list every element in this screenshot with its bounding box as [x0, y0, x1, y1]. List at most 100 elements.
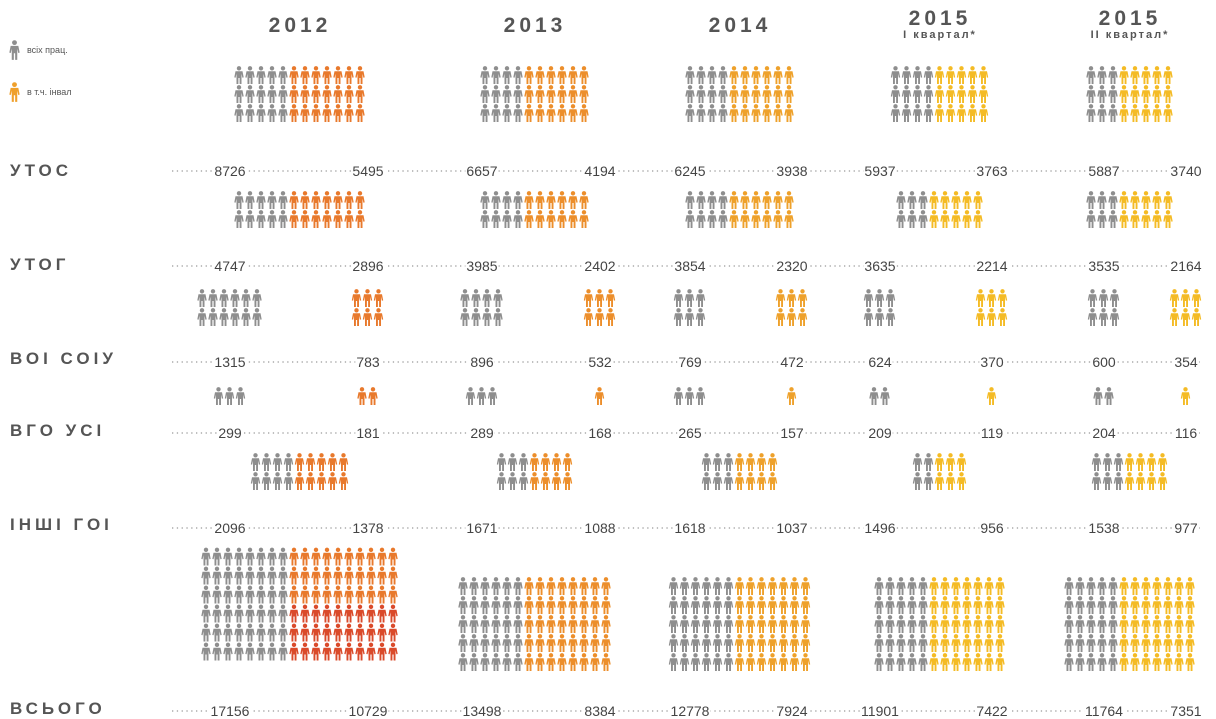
row-name: ВСЬОГО — [10, 699, 106, 718]
label-bg — [213, 258, 247, 272]
icon — [684, 387, 695, 405]
icon — [1130, 191, 1140, 209]
icon — [322, 66, 332, 84]
icon — [707, 191, 717, 209]
icon — [513, 596, 523, 614]
icon — [491, 191, 501, 209]
icon — [234, 85, 244, 103]
staff-icons — [685, 66, 728, 122]
icon — [1119, 577, 1129, 595]
icon — [469, 596, 479, 614]
icon — [278, 604, 288, 623]
icon — [773, 104, 783, 122]
icon — [535, 634, 545, 652]
icon — [366, 604, 376, 623]
icon — [1075, 596, 1085, 614]
icon — [712, 472, 723, 490]
icon — [1135, 453, 1146, 471]
icon — [388, 585, 398, 604]
staff-icons — [1091, 453, 1124, 490]
icon — [300, 104, 310, 122]
icon — [978, 66, 989, 84]
icon — [568, 596, 578, 614]
icon — [245, 210, 255, 228]
icon — [885, 653, 895, 671]
icon — [322, 210, 332, 228]
icon — [590, 577, 600, 595]
icon — [366, 642, 376, 661]
icon — [723, 453, 734, 471]
icon — [778, 596, 789, 614]
icon — [718, 104, 728, 122]
icon — [491, 596, 501, 614]
icon — [234, 66, 244, 84]
icon — [601, 615, 611, 633]
icon — [1086, 596, 1096, 614]
icon — [986, 387, 997, 405]
icon — [1119, 104, 1129, 122]
icon — [923, 85, 934, 103]
icon — [524, 104, 534, 122]
icon — [491, 210, 501, 228]
icon — [1185, 615, 1195, 633]
disabled-icons — [351, 289, 384, 326]
label-bg — [669, 703, 711, 717]
icon — [1086, 653, 1096, 671]
icon — [252, 289, 262, 307]
icon — [278, 585, 288, 604]
icon — [901, 85, 912, 103]
icon — [767, 453, 778, 471]
icon — [1119, 210, 1129, 228]
icon — [740, 191, 750, 209]
icon — [986, 289, 997, 307]
icon — [458, 634, 468, 652]
icon — [778, 577, 789, 595]
icon — [594, 387, 605, 405]
disabled-icons — [729, 66, 794, 122]
label-bg — [975, 163, 1009, 177]
icon — [778, 653, 789, 671]
icon — [513, 210, 523, 228]
label-bg — [469, 425, 495, 439]
disabled-icons — [1124, 453, 1168, 490]
label-bg — [583, 520, 617, 534]
column-year: 2015 — [909, 7, 972, 30]
icon — [201, 585, 211, 604]
icon — [973, 210, 983, 228]
icon — [458, 615, 468, 633]
icon — [197, 308, 207, 326]
label-bg — [583, 163, 617, 177]
icon — [712, 453, 723, 471]
value-label: 3740 — [1170, 163, 1201, 179]
icon — [546, 191, 556, 209]
value-label: 116 — [1175, 425, 1198, 441]
icon — [863, 289, 874, 307]
icon — [562, 472, 573, 490]
icon — [256, 642, 266, 661]
icon — [234, 210, 244, 228]
icon — [668, 634, 679, 652]
icon — [918, 653, 928, 671]
icon — [1152, 85, 1162, 103]
icon — [355, 210, 365, 228]
icon — [201, 623, 211, 642]
icon — [601, 596, 611, 614]
icon — [267, 585, 277, 604]
icon — [997, 308, 1008, 326]
icon — [978, 104, 989, 122]
icon — [956, 66, 967, 84]
icon — [551, 472, 562, 490]
disabled-icons — [529, 453, 573, 490]
icon — [962, 596, 972, 614]
label-bg — [1091, 425, 1117, 439]
icon — [762, 210, 772, 228]
icon — [469, 653, 479, 671]
icon — [707, 85, 717, 103]
icon — [767, 634, 778, 652]
icon — [373, 308, 384, 326]
value-label: 1315 — [214, 354, 245, 370]
icon — [912, 104, 923, 122]
icon — [901, 104, 912, 122]
icon — [546, 634, 556, 652]
icon — [1086, 615, 1096, 633]
